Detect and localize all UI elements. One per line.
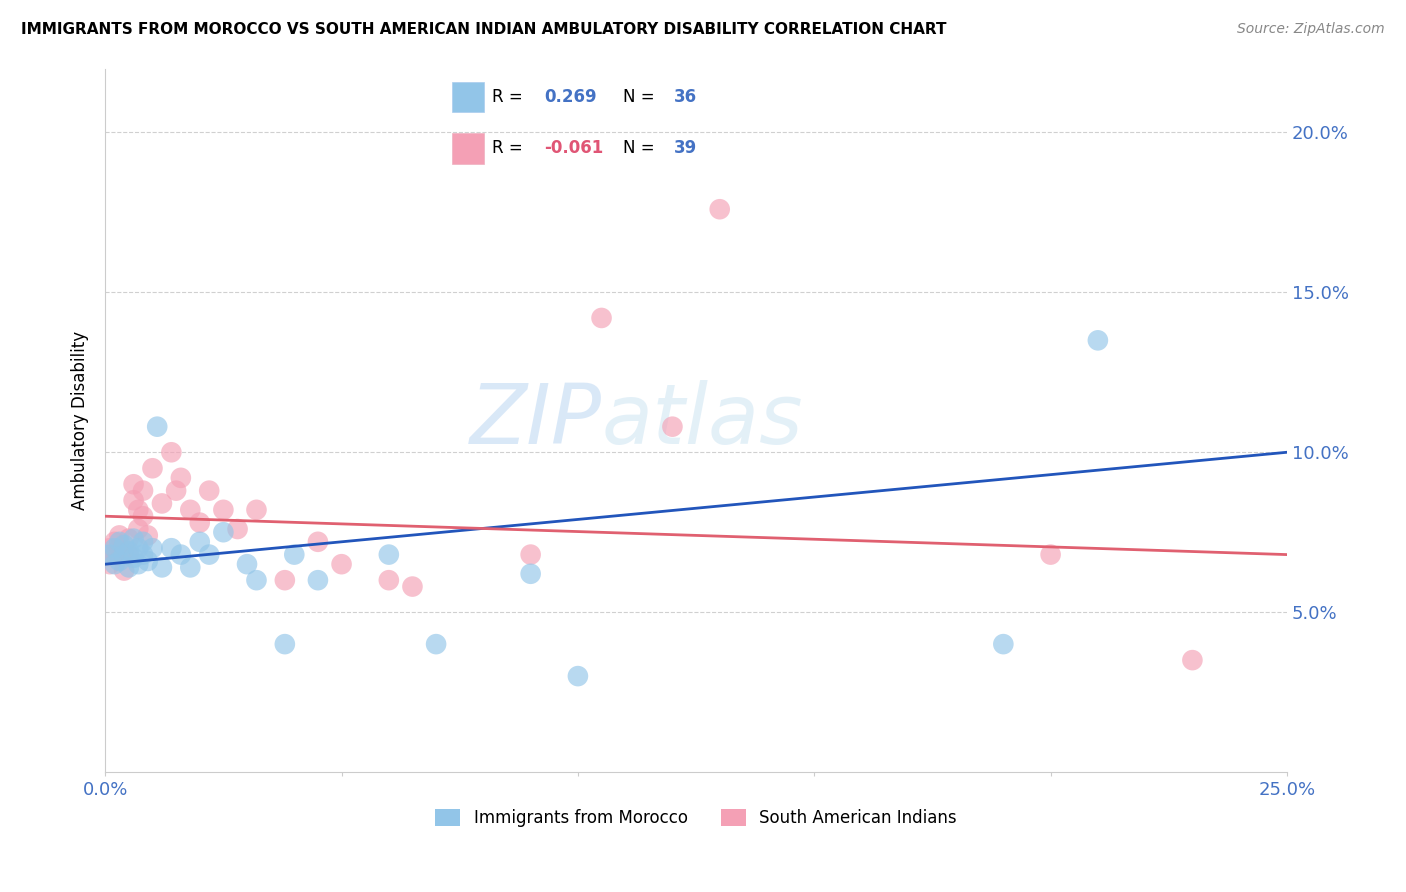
Text: N =: N = (623, 139, 655, 157)
Point (122, 493, 145, 508)
Point (401, 580, 423, 594)
Point (198, 483, 221, 498)
Point (1181, 653, 1204, 667)
Point (160, 445, 183, 459)
Point (307, 573, 329, 587)
Point (188, 516, 211, 530)
Bar (453, 81, 484, 112)
Point (132, 509, 155, 524)
Text: R =: R = (492, 139, 523, 157)
Point (425, 637, 447, 651)
Point (108, 541, 131, 556)
Point (104, 541, 127, 556)
Point (112, 564, 135, 578)
Text: Source: ZipAtlas.com: Source: ZipAtlas.com (1237, 22, 1385, 37)
Point (122, 532, 145, 546)
Point (274, 573, 297, 587)
Point (118, 544, 141, 558)
Point (212, 525, 235, 540)
Text: IMMIGRANTS FROM MOROCCO VS SOUTH AMERICAN INDIAN AMBULATORY DISABILITY CORRELATI: IMMIGRANTS FROM MOROCCO VS SOUTH AMERICA… (21, 22, 946, 37)
Point (567, 669, 589, 683)
Text: N =: N = (623, 88, 655, 106)
Point (1039, 548, 1062, 562)
Point (245, 503, 267, 517)
Point (150, 496, 173, 510)
Point (132, 534, 155, 549)
Point (179, 560, 201, 574)
Point (226, 522, 249, 536)
Point (160, 541, 183, 556)
Point (165, 483, 187, 498)
Point (188, 534, 211, 549)
Point (1087, 334, 1109, 348)
Text: atlas: atlas (602, 380, 803, 461)
Point (245, 573, 267, 587)
Legend: Immigrants from Morocco, South American Indians: Immigrants from Morocco, South American … (429, 803, 963, 834)
Point (212, 503, 235, 517)
Point (150, 560, 173, 574)
Text: 36: 36 (673, 88, 697, 106)
Point (122, 550, 145, 565)
Point (127, 541, 149, 556)
Point (170, 471, 193, 485)
Point (283, 548, 305, 562)
Text: R =: R = (492, 88, 523, 106)
Point (132, 483, 155, 498)
Point (127, 557, 149, 571)
Point (98, 557, 121, 571)
Point (274, 637, 297, 651)
Point (112, 548, 135, 562)
Point (104, 548, 127, 562)
Point (127, 503, 149, 517)
Point (519, 566, 541, 581)
Text: -0.061: -0.061 (544, 139, 603, 157)
Point (104, 534, 127, 549)
Point (98, 548, 121, 562)
Point (132, 548, 155, 562)
Point (127, 522, 149, 536)
Point (591, 310, 613, 325)
Y-axis label: Ambulatory Disability: Ambulatory Disability (72, 331, 89, 510)
Point (108, 528, 131, 542)
Point (118, 548, 141, 562)
Point (993, 637, 1015, 651)
Point (122, 477, 145, 491)
Point (519, 548, 541, 562)
Point (378, 548, 401, 562)
Point (179, 503, 201, 517)
Point (141, 541, 163, 556)
Point (198, 548, 221, 562)
Point (136, 554, 159, 568)
Point (661, 419, 683, 434)
Text: 39: 39 (673, 139, 697, 157)
Point (141, 461, 163, 475)
Point (108, 554, 131, 568)
Point (330, 557, 353, 571)
Point (118, 532, 141, 546)
Text: ZIP: ZIP (470, 380, 602, 461)
Point (104, 557, 127, 571)
Point (112, 548, 135, 562)
Point (136, 528, 159, 542)
Point (146, 419, 169, 434)
Point (307, 534, 329, 549)
Point (709, 202, 731, 217)
Text: 0.269: 0.269 (544, 88, 596, 106)
Point (108, 534, 131, 549)
Point (236, 557, 259, 571)
Point (112, 538, 135, 552)
Bar (453, 133, 484, 163)
Point (118, 560, 141, 574)
Point (170, 548, 193, 562)
Point (98, 541, 121, 556)
Point (378, 573, 401, 587)
